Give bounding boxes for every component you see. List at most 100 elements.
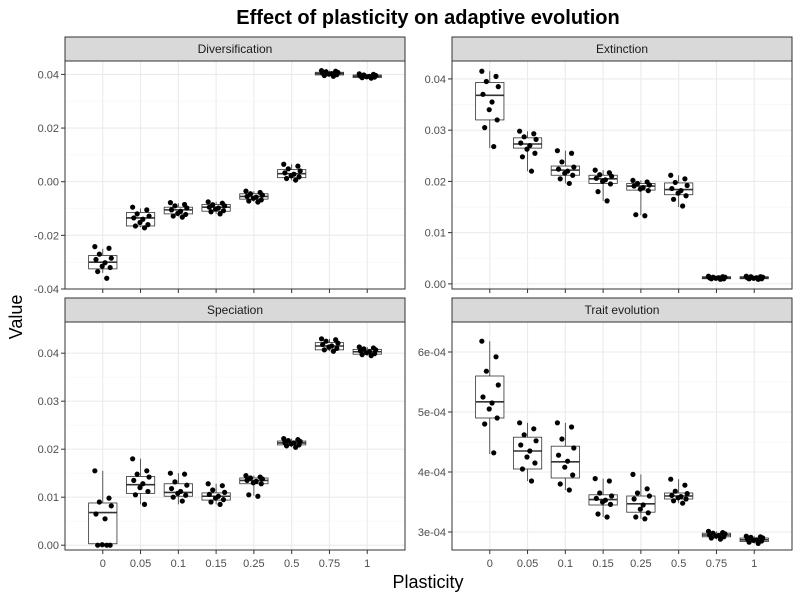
- strip-trait-evolution: [451, 297, 793, 323]
- data-point: [144, 468, 150, 474]
- data-point: [132, 492, 139, 498]
- strip-label-diversification: Diversification: [198, 42, 273, 56]
- y-axis-title: Value: [6, 295, 26, 340]
- data-point: [668, 172, 674, 178]
- data-point: [283, 443, 290, 449]
- data-point: [104, 275, 110, 281]
- panel-background: [65, 322, 405, 550]
- data-point: [631, 496, 637, 502]
- data-point: [170, 494, 176, 500]
- y-tick-label: 6e-04: [418, 347, 446, 359]
- y-tick-label: 0.02: [425, 176, 446, 188]
- data-point: [96, 251, 102, 257]
- data-point: [208, 499, 214, 505]
- data-point: [295, 163, 301, 169]
- y-tick-label: 0.02: [38, 444, 59, 456]
- data-point: [528, 478, 535, 484]
- data-point: [130, 204, 136, 210]
- data-point: [645, 510, 651, 516]
- y-tick-label: 3e-04: [418, 527, 446, 539]
- data-point: [205, 481, 211, 487]
- strip-diversification: [64, 36, 406, 62]
- data-point: [518, 140, 524, 146]
- data-point: [521, 432, 527, 438]
- data-point: [293, 444, 299, 450]
- data-point: [533, 438, 539, 444]
- data-point: [708, 276, 714, 282]
- x-tick-label: 0.25: [630, 558, 651, 570]
- data-point: [642, 213, 648, 219]
- data-point: [323, 338, 329, 344]
- data-point: [483, 78, 489, 85]
- data-point: [637, 186, 643, 192]
- data-point: [183, 492, 189, 498]
- data-point: [562, 170, 568, 176]
- data-point: [717, 536, 724, 542]
- data-point: [141, 225, 148, 231]
- data-point: [283, 175, 290, 182]
- data-point: [494, 415, 500, 421]
- x-tick-label: 0: [100, 558, 106, 570]
- data-point: [670, 498, 677, 504]
- data-point: [682, 176, 688, 182]
- data-point: [179, 498, 185, 504]
- data-point: [102, 260, 108, 266]
- data-point: [571, 445, 577, 451]
- data-point: [480, 394, 486, 400]
- data-point: [533, 136, 539, 142]
- data-point: [140, 481, 146, 487]
- data-point: [250, 195, 256, 201]
- data-point: [172, 203, 178, 209]
- data-point: [559, 436, 565, 442]
- data-point: [683, 193, 689, 199]
- strip-extinction: [451, 36, 793, 62]
- data-point: [493, 354, 499, 360]
- data-point: [486, 107, 492, 113]
- data-point: [669, 185, 675, 192]
- data-point: [746, 539, 752, 545]
- data-point: [326, 344, 332, 350]
- data-point: [604, 198, 610, 204]
- facet-panels: Diversification-0.04-0.020.000.020.04Ext…: [34, 36, 793, 570]
- data-point: [683, 496, 689, 502]
- data-point: [519, 466, 526, 472]
- panel-background: [452, 61, 792, 289]
- data-point: [517, 420, 523, 426]
- data-point: [609, 493, 615, 499]
- data-point: [675, 190, 681, 196]
- data-point: [557, 481, 563, 487]
- data-point: [281, 161, 287, 167]
- data-point: [630, 471, 636, 477]
- data-point: [318, 336, 325, 342]
- data-point: [167, 200, 173, 206]
- panel-diversification: Diversification -0.04 -0.02 0.00 0.02 0.04: [34, 36, 406, 296]
- data-point: [179, 214, 185, 220]
- x-tick-label: 0.75: [706, 558, 727, 570]
- chart-title: Effect of plasticity on adaptive evoluti…: [236, 7, 619, 29]
- data-point: [562, 464, 568, 470]
- data-point: [568, 150, 575, 156]
- data-point: [288, 173, 294, 179]
- data-point: [489, 400, 495, 406]
- data-point: [682, 482, 688, 488]
- x-tick-label: 0.15: [592, 558, 613, 570]
- data-point: [321, 347, 327, 353]
- data-point: [334, 345, 340, 351]
- x-tick-label: 0.1: [558, 558, 573, 570]
- data-point: [633, 514, 639, 520]
- data-point: [713, 275, 719, 281]
- y-tick-label: 0.00: [38, 540, 59, 552]
- y-tick-label: 0.02: [38, 123, 59, 135]
- x-tick-label: 0.1: [171, 558, 186, 570]
- data-point: [184, 482, 190, 488]
- data-point: [175, 210, 181, 216]
- data-point: [524, 454, 530, 460]
- x-tick-label: 0.25: [243, 558, 264, 570]
- data-point: [528, 168, 535, 174]
- y-tick-label: -0.04: [34, 284, 59, 296]
- data-point: [205, 199, 211, 205]
- panel-border: [451, 321, 793, 551]
- data-point: [568, 424, 575, 430]
- data-point: [708, 535, 714, 541]
